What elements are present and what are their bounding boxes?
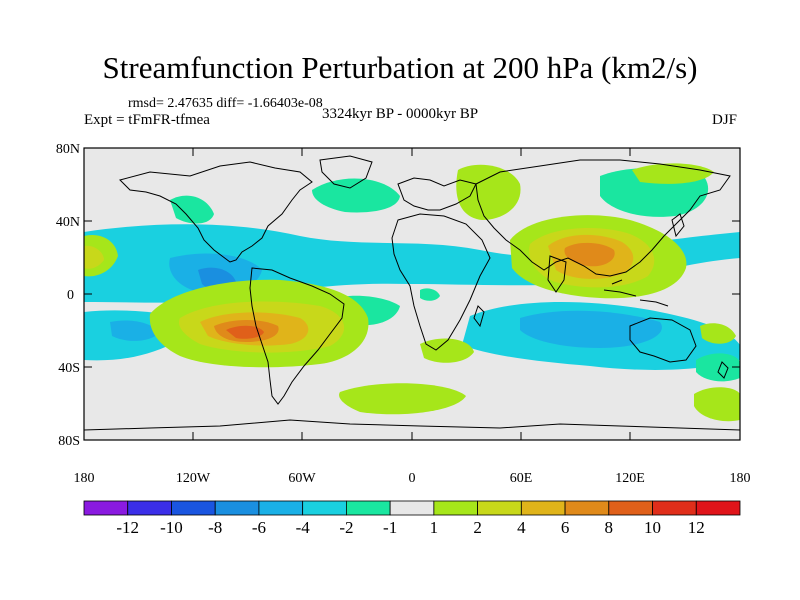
- lon-label-180W: 180: [74, 471, 95, 486]
- coast-asia: [475, 159, 731, 277]
- lon-label-0: 0: [409, 471, 416, 486]
- lat-label-80N: 80N: [56, 142, 80, 157]
- contour-neg-core-indian: [520, 310, 662, 348]
- contour-pos-southocean-1: [339, 383, 466, 415]
- colorbar-swatch-3: [214, 500, 260, 516]
- colorbar-swatch-4: [258, 500, 304, 516]
- colorbar-label-3: -6: [252, 518, 266, 537]
- colorbar-swatch-12: [608, 500, 653, 516]
- colorbar-label-7: 1: [430, 518, 439, 537]
- period-label: 3324kyr BP - 0000kyr BP: [322, 106, 479, 122]
- colorbar-label-13: 12: [688, 518, 705, 537]
- colorbar-swatch-1: [127, 500, 172, 516]
- colorbar-label-2: -8: [208, 518, 222, 537]
- coast-south-america: [249, 267, 345, 405]
- colorbar-labels: -12 -10 -8 -6 -4 -2 -1 1 2 4 6 8 10 12: [116, 518, 704, 537]
- colorbar-swatch-14: [695, 500, 741, 516]
- colorbar-label-11: 8: [605, 518, 614, 537]
- contour-pos-asia-core: [564, 242, 615, 267]
- lat-label-40S: 40S: [58, 361, 80, 376]
- coast-new-zealand: [717, 361, 729, 379]
- coast-australia: [629, 317, 697, 363]
- colorbar-swatch-2: [171, 500, 216, 516]
- contour-fields: [84, 163, 740, 422]
- latitude-labels: 80N 40N 0 40S 80S: [56, 142, 80, 449]
- colorbar-label-5: -2: [339, 518, 353, 537]
- experiment-label: Expt = tFmFR-tfmea: [84, 112, 210, 128]
- contour-neg-northatl: [312, 178, 400, 213]
- latitude-axis: [84, 147, 740, 441]
- plot-title: Streamfunction Perturbation at 200 hPa (…: [102, 50, 698, 85]
- coast-japan: [671, 213, 685, 238]
- stats-label: rmsd= 2.47635 diff= -1.66403e-08: [128, 96, 323, 111]
- longitude-axis: [83, 148, 741, 440]
- colorbar-swatch-10: [520, 500, 566, 516]
- colorbar-label-9: 4: [517, 518, 526, 537]
- contour-pos-tasman: [700, 323, 736, 344]
- colorbar-swatch-7: [389, 500, 435, 516]
- colorbar-swatch-5: [302, 500, 347, 516]
- colorbar-label-1: -10: [160, 518, 183, 537]
- colorbar-swatch-13: [652, 500, 697, 516]
- lon-label-180E: 180: [730, 471, 751, 486]
- contour-pos-northafrica: [456, 164, 521, 220]
- coast-africa: [391, 213, 491, 351]
- coast-madagascar: [473, 305, 485, 328]
- lon-label-60W: 60W: [288, 471, 316, 486]
- colorbar-label-8: 2: [473, 518, 482, 537]
- colorbar-swatch-8: [433, 500, 479, 516]
- coast-antarctica: [84, 419, 740, 431]
- contour-pos-southatl: [420, 338, 474, 363]
- colorbar-label-4: -4: [296, 518, 311, 537]
- contour-neg-pac-small: [170, 195, 214, 224]
- lat-label-0: 0: [67, 288, 74, 303]
- colorbar-label-6: -1: [383, 518, 397, 537]
- contour-pos-southocean-2: [694, 387, 740, 422]
- coast-europe: [397, 177, 477, 211]
- coastlines: [84, 155, 740, 431]
- coast-indonesia: [603, 279, 669, 307]
- lon-label-60E: 60E: [510, 471, 533, 486]
- contour-neg-core-southpac: [110, 320, 160, 341]
- colorbar-swatch-11: [564, 500, 610, 516]
- lon-label-120W: 120W: [176, 471, 211, 486]
- contour-pos-southamerica-core: [226, 325, 264, 339]
- coast-india: [547, 255, 567, 293]
- colorbar-swatch-6: [345, 500, 391, 516]
- colorbar-label-0: -12: [116, 518, 139, 537]
- contour-neg-atl-equator: [420, 288, 440, 301]
- season-label: DJF: [712, 112, 738, 128]
- lon-label-120E: 120E: [615, 471, 645, 486]
- contour-neg-southocean: [696, 353, 740, 382]
- colorbar-swatch-9: [477, 500, 522, 516]
- longitude-labels: 180 120W 60W 0 60E 120E 180: [74, 471, 751, 486]
- lat-label-80S: 80S: [58, 434, 80, 449]
- coast-greenland: [319, 155, 373, 189]
- lat-label-40N: 40N: [56, 215, 80, 230]
- colorbar-swatch-0: [83, 500, 129, 516]
- colorbar-label-10: 6: [561, 518, 570, 537]
- colorbar: [83, 500, 741, 516]
- colorbar-label-12: 10: [644, 518, 661, 537]
- coast-north-america: [119, 161, 313, 263]
- contour-pos-pacific-left-2: [84, 245, 104, 269]
